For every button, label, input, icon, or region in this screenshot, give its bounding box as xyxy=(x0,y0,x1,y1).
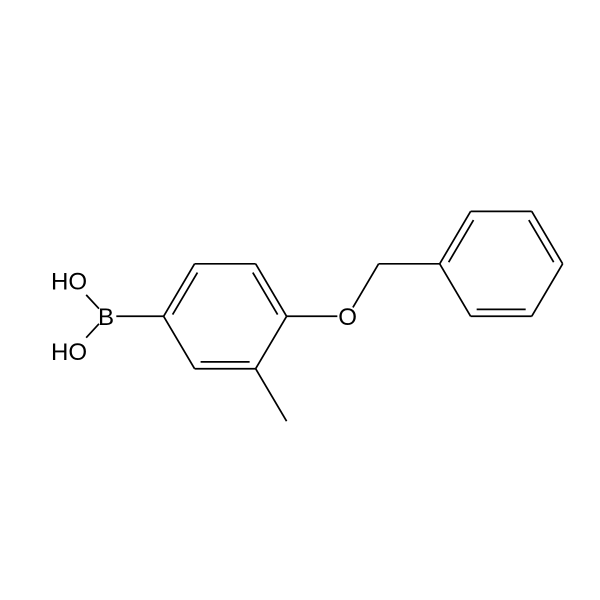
bond-line xyxy=(86,295,99,309)
atom-label-o: O xyxy=(338,304,357,331)
bond-line xyxy=(532,264,563,316)
bond-line xyxy=(256,316,287,368)
bond-line xyxy=(86,324,99,338)
bond-line xyxy=(164,316,195,368)
bond-line xyxy=(256,369,287,421)
molecule-diagram: HO B HO O xyxy=(0,0,600,600)
atom-label-b: B xyxy=(98,304,114,331)
atom-label-ho: HO xyxy=(51,269,87,296)
bond-line xyxy=(440,211,471,263)
bond-line xyxy=(353,264,379,308)
bond-line xyxy=(256,264,287,316)
bond-line xyxy=(532,211,563,263)
bond-line xyxy=(164,264,195,316)
atom-label-ho: HO xyxy=(51,339,87,366)
bond-line xyxy=(440,264,471,316)
